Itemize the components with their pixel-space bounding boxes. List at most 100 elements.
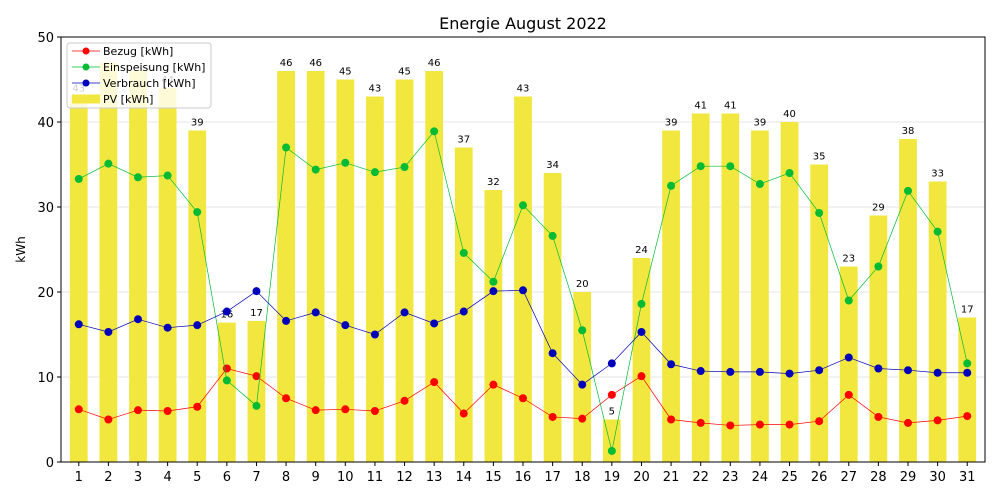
bezug-point xyxy=(815,417,824,426)
verbrauch-point xyxy=(311,308,320,317)
einspeisung-point xyxy=(370,168,379,177)
pv-bar xyxy=(573,292,592,462)
x-tick-label: 19 xyxy=(604,470,621,485)
bezug-point xyxy=(933,416,942,425)
bezug-point xyxy=(282,394,291,403)
bezug-point xyxy=(104,415,113,424)
x-tick-label: 8 xyxy=(282,470,290,485)
einspeisung-point xyxy=(874,262,883,271)
einspeisung-point xyxy=(193,208,202,217)
pv-bar-label: 46 xyxy=(280,58,293,69)
pv-bars xyxy=(69,62,977,462)
pv-bar-label: 39 xyxy=(665,118,678,129)
x-tick-label: 5 xyxy=(193,470,201,485)
legend-einspeisung-label: Einspeisung [kWh] xyxy=(103,61,205,74)
pv-bar xyxy=(899,139,917,462)
x-tick-label: 2 xyxy=(104,470,112,485)
verbrauch-point xyxy=(874,364,883,373)
pv-bar xyxy=(958,317,977,462)
einspeisung-point xyxy=(726,162,735,171)
bezug-point xyxy=(785,420,794,429)
einspeisung-point xyxy=(222,376,231,385)
verbrauch-point xyxy=(607,359,616,368)
x-tick-label: 17 xyxy=(544,470,561,485)
pv-bar xyxy=(454,147,473,462)
legend-bezug-label: Bezug [kWh] xyxy=(103,45,173,58)
pv-bar xyxy=(395,79,414,462)
einspeisung-point xyxy=(459,248,468,257)
pv-bar-label: 43 xyxy=(517,84,530,95)
verbrauch-point xyxy=(726,367,735,376)
pv-bar-label: 45 xyxy=(339,67,352,78)
legend-bezug-marker xyxy=(82,47,90,55)
einspeisung-point xyxy=(933,227,942,236)
verbrauch-point xyxy=(193,321,202,330)
einspeisung-point xyxy=(904,186,912,195)
verbrauch-point xyxy=(785,369,794,378)
bezug-point xyxy=(548,412,557,421)
x-tick-label: 24 xyxy=(752,470,769,485)
pv-bar xyxy=(129,71,147,462)
bezug-point xyxy=(341,405,350,414)
x-tick-label: 11 xyxy=(367,470,384,485)
x-tick-label: 15 xyxy=(485,470,502,485)
pv-bar-label: 23 xyxy=(842,254,855,265)
verbrauch-point xyxy=(815,366,824,375)
pv-bar-label: 41 xyxy=(694,101,707,112)
bezug-point xyxy=(193,402,202,411)
einspeisung-point xyxy=(252,401,261,410)
x-tick-label: 16 xyxy=(515,470,532,485)
x-tick-label: 4 xyxy=(163,470,171,485)
pv-bar xyxy=(336,79,355,462)
einspeisung-point xyxy=(696,162,705,171)
bezug-point xyxy=(163,407,172,415)
bezug-point xyxy=(489,380,498,389)
pv-bar xyxy=(69,96,88,462)
verbrauch-point xyxy=(519,286,527,295)
bezug-point xyxy=(519,394,527,403)
pv-bar xyxy=(277,71,295,462)
pv-bar-label: 46 xyxy=(428,58,441,69)
chart-title: Energie August 2022 xyxy=(439,14,607,33)
pv-bar xyxy=(543,173,562,462)
bezug-point xyxy=(134,406,142,415)
pv-bar-label: 5 xyxy=(609,407,615,418)
line-series xyxy=(74,127,972,455)
einspeisung-point xyxy=(607,446,616,455)
x-tick-label: 13 xyxy=(426,470,443,485)
einspeisung-point xyxy=(430,127,439,136)
einspeisung-point xyxy=(963,359,972,368)
einspeisung-point xyxy=(311,165,320,174)
verbrauch-point xyxy=(578,380,587,389)
x-tick-label: 10 xyxy=(337,470,354,485)
einspeisung-point xyxy=(134,173,142,182)
einspeisung-point xyxy=(400,163,409,172)
bezug-point xyxy=(963,412,972,421)
pv-bar-label: 17 xyxy=(250,308,263,319)
x-tick-label: 7 xyxy=(252,470,260,485)
pv-bar-label: 33 xyxy=(931,169,944,180)
x-tick-label: 3 xyxy=(134,470,142,485)
y-tick-label: 50 xyxy=(37,31,54,46)
verbrauch-point xyxy=(637,327,646,336)
bezug-point xyxy=(874,412,883,421)
pv-bar xyxy=(188,130,207,462)
einspeisung-point xyxy=(341,158,350,167)
pv-bar xyxy=(217,322,236,462)
pv-bar xyxy=(306,71,325,462)
bezug-point xyxy=(726,421,735,430)
einspeisung-point xyxy=(785,169,794,177)
bezug-point xyxy=(311,406,320,415)
x-tick-label: 27 xyxy=(840,470,857,485)
bezug-point xyxy=(755,420,764,429)
x-tick-label: 14 xyxy=(455,470,472,485)
pv-bar-label: 43 xyxy=(369,84,382,95)
bezug-point xyxy=(578,414,587,423)
pv-bar-label: 40 xyxy=(783,109,796,120)
y-tick-label: 40 xyxy=(37,116,54,131)
legend: Bezug [kWh] Einspeisung [kWh] Verbrauch [k… xyxy=(66,42,212,109)
einspeisung-point xyxy=(282,143,291,152)
verbrauch-point xyxy=(400,308,409,317)
pv-bar-label: 39 xyxy=(191,118,204,129)
verbrauch-point xyxy=(282,316,291,325)
